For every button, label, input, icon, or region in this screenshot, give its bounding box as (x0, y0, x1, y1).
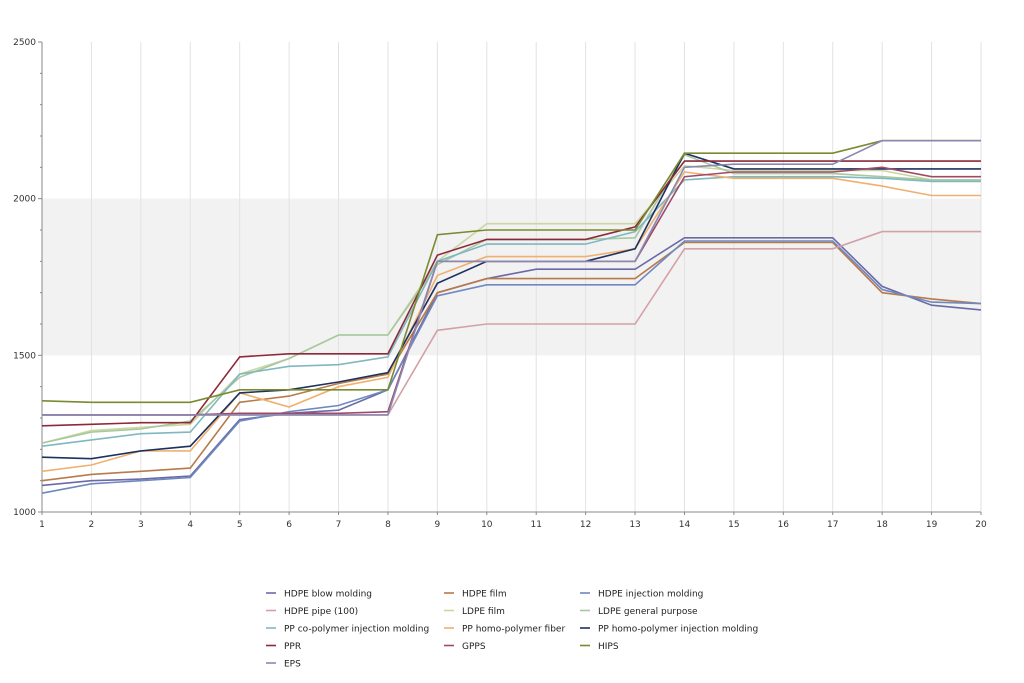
x-tick-label: 12 (580, 520, 591, 530)
x-tick-label: 7 (336, 520, 342, 530)
x-tick-label: 1 (39, 520, 45, 530)
gridlines (90, 42, 982, 512)
x-tick-label: 14 (679, 520, 691, 530)
x-tick-label: 8 (385, 520, 391, 530)
x-tick-label: 10 (481, 520, 493, 530)
x-tick-label: 11 (530, 520, 541, 530)
legend-label: HDPE blow molding (284, 590, 372, 600)
series-line (41, 171, 981, 473)
legend-label: PP co-polymer injection molding (284, 625, 429, 635)
axes (38, 41, 982, 515)
y-tick-label: 1500 (13, 351, 36, 361)
x-tick-label: 3 (138, 520, 144, 530)
x-tick-label: 20 (975, 520, 987, 530)
legend-label: PPR (284, 642, 301, 652)
legend-label: LDPE general purpose (598, 607, 698, 617)
series-line (41, 175, 981, 447)
x-tick-label: 5 (237, 520, 243, 530)
legend-label: HDPE pipe (100) (284, 607, 358, 617)
shaded-band (42, 198, 981, 356)
x-tick-label: 18 (876, 520, 888, 530)
x-tick-label: 9 (435, 520, 441, 530)
legend-label: HDPE injection molding (598, 590, 703, 600)
legend-label: LDPE film (462, 607, 505, 617)
legend-label: PP homo-polymer fiber (462, 625, 565, 635)
series-line (42, 139, 981, 416)
x-tick-label: 19 (926, 520, 938, 530)
x-tick-label: 13 (629, 520, 640, 530)
y-tick-label: 1000 (13, 508, 36, 518)
x-tick-label: 2 (89, 520, 95, 530)
x-tick-label: 6 (286, 520, 292, 530)
x-tick-label: 17 (827, 520, 838, 530)
x-tick-label: 15 (728, 520, 739, 530)
legend: HDPE blow molding HDPE film HDPE injection… (266, 590, 758, 670)
series-line (41, 240, 982, 494)
series-lines (41, 139, 982, 494)
x-tick-label: 4 (187, 520, 193, 530)
series-line (41, 241, 982, 482)
legend-label: GPPS (462, 642, 486, 652)
series-line (41, 164, 981, 444)
legend-label: EPS (284, 660, 301, 670)
legend-label: PP homo-polymer injection molding (598, 625, 758, 635)
series-line (41, 160, 981, 427)
series-line (41, 139, 981, 404)
legend-label: HIPS (598, 642, 619, 652)
y-tick-label: 2500 (13, 38, 36, 48)
x-tick-label: 16 (778, 520, 790, 530)
y-tick-label: 2000 (13, 195, 36, 205)
legend-label: HDPE film (462, 590, 507, 600)
series-line (41, 237, 982, 487)
